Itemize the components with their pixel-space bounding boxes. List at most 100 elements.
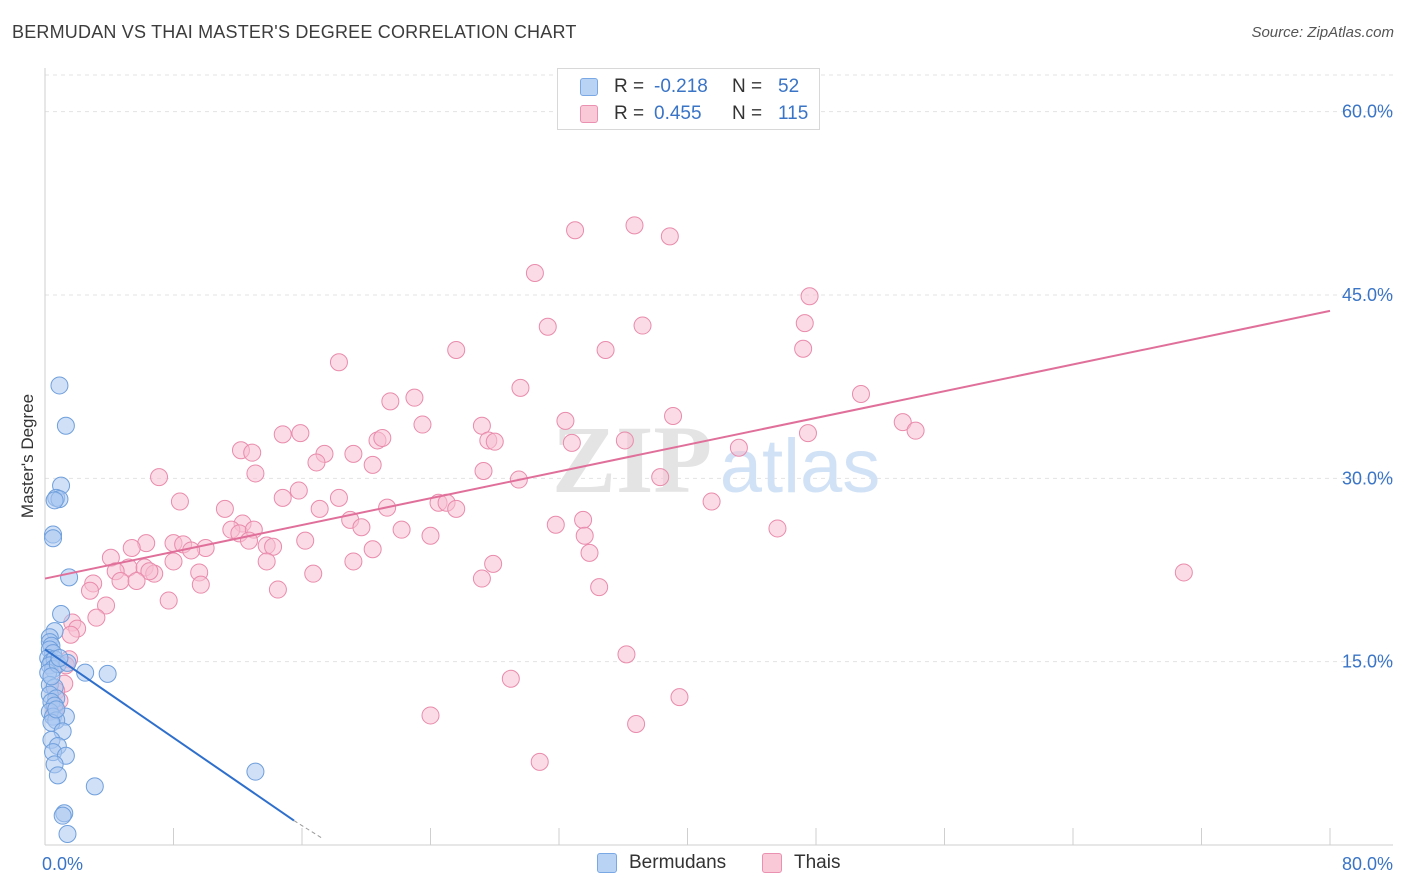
point-bermudans <box>52 605 71 623</box>
point-thais <box>893 413 912 432</box>
point-thais <box>670 688 689 707</box>
point-thais <box>289 481 308 500</box>
point-thais <box>97 596 116 615</box>
point-thais <box>538 317 557 336</box>
point-thais <box>373 429 392 447</box>
bermudans-swatch <box>580 78 598 96</box>
point-bermudans <box>56 416 75 435</box>
point-thais <box>111 572 130 590</box>
legend-item-bermudans: Bermudans <box>597 852 726 874</box>
stats-legend: R = -0.218 N = 52 R = 0.455 N = 115 <box>557 68 820 130</box>
point-bermudans <box>44 529 63 548</box>
point-thais <box>170 492 189 511</box>
point-thais <box>651 468 670 487</box>
chart-title: BERMUDAN VS THAI MASTER'S DEGREE CORRELA… <box>12 22 577 42</box>
point-bermudans <box>53 806 72 825</box>
point-thais <box>580 543 599 562</box>
point-thais <box>243 443 262 462</box>
source-label: Source: ZipAtlas.com <box>1251 24 1394 41</box>
point-bermudans <box>246 762 265 781</box>
point-thais <box>421 526 440 545</box>
point-thais <box>596 341 615 359</box>
point-bermudans <box>85 777 104 796</box>
point-bermudans <box>42 667 61 686</box>
point-thais <box>344 444 363 463</box>
point-bermudans <box>47 700 66 719</box>
point-thais <box>80 581 99 600</box>
point-bermudans <box>48 766 67 785</box>
point-thais <box>257 552 276 571</box>
point-thais <box>344 552 363 571</box>
point-thais <box>329 353 348 372</box>
point-thais <box>87 608 106 627</box>
trend-extension-bermudans <box>293 820 322 839</box>
point-thais <box>61 625 80 644</box>
point-thais <box>268 580 287 599</box>
point-thais <box>392 520 411 539</box>
point-thais <box>122 539 141 557</box>
thais-swatch <box>580 105 598 123</box>
point-thais <box>127 572 146 590</box>
point-thais <box>304 564 323 583</box>
r-value: 0.455 <box>654 103 702 124</box>
legend-label: Thais <box>794 852 841 873</box>
data-points <box>39 216 1193 843</box>
point-thais <box>191 575 210 594</box>
point-thais <box>546 515 565 534</box>
point-thais <box>617 645 636 664</box>
y-tick-label: 60.0% <box>1342 102 1393 122</box>
point-thais <box>660 227 679 246</box>
watermark: ZIP atlas <box>552 406 880 513</box>
point-thais <box>1174 563 1193 582</box>
n-value: 115 <box>778 103 809 124</box>
point-thais <box>575 526 594 545</box>
x-tick-label: 80.0% <box>1342 854 1393 874</box>
n-label: N = <box>732 103 763 124</box>
point-thais <box>296 531 315 550</box>
point-thais <box>159 591 178 610</box>
point-thais <box>625 216 644 235</box>
legend-row-thais: R = 0.455 N = 115 <box>580 101 808 127</box>
point-thais <box>794 339 813 358</box>
point-thais <box>906 421 925 440</box>
point-thais <box>729 438 748 457</box>
point-bermudans <box>98 664 117 683</box>
tick-labels: 15.0% 30.0% 45.0% 60.0% 0.0% 80.0% <box>42 102 1393 874</box>
point-thais <box>627 715 646 733</box>
point-thais <box>485 432 504 451</box>
point-thais <box>530 752 549 771</box>
point-thais <box>566 221 585 240</box>
point-thais <box>150 468 169 487</box>
point-thais <box>562 433 581 452</box>
point-thais <box>421 706 440 725</box>
x-tick-label: 0.0% <box>42 854 83 874</box>
point-thais <box>447 341 466 359</box>
point-thais <box>310 499 329 518</box>
point-thais <box>574 510 593 529</box>
point-thais <box>851 385 870 403</box>
point-thais <box>307 453 326 472</box>
point-thais <box>664 407 683 425</box>
y-tick-label: 30.0% <box>1342 468 1393 488</box>
n-value: 52 <box>778 76 800 97</box>
legend-row-bermudans: R = -0.218 N = 52 <box>580 74 799 100</box>
point-thais <box>447 499 466 518</box>
point-thais <box>800 287 819 306</box>
point-thais <box>768 519 787 538</box>
point-thais <box>363 455 382 474</box>
point-thais <box>795 314 814 333</box>
point-thais <box>590 578 609 597</box>
y-tick-label: 45.0% <box>1342 285 1393 305</box>
n-label: N = <box>732 76 763 97</box>
point-thais <box>702 492 721 511</box>
point-thais <box>164 552 183 571</box>
trend-lines <box>44 309 1331 839</box>
point-thais <box>474 462 493 480</box>
point-thais <box>472 569 491 588</box>
point-thais <box>633 316 652 335</box>
point-thais <box>352 518 371 537</box>
point-bermudans <box>50 376 69 395</box>
point-bermudans <box>76 663 95 682</box>
watermark-atlas: atlas <box>720 424 881 509</box>
